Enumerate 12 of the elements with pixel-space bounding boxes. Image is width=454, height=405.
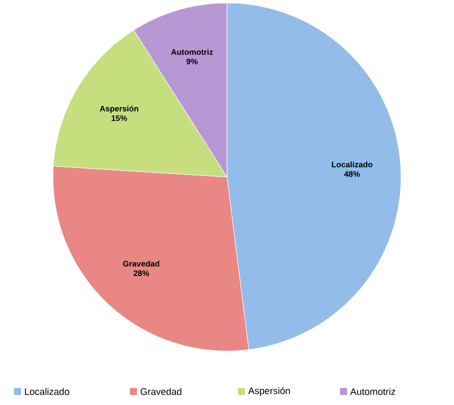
legend-label: Localizado bbox=[24, 388, 70, 395]
legend-label: Gravedad bbox=[140, 388, 182, 395]
data-label: 48% bbox=[344, 171, 360, 177]
slice-label: Gravedad bbox=[123, 260, 160, 267]
slice-label: Automotriz bbox=[171, 48, 213, 55]
legend-label: Automotriz bbox=[350, 388, 396, 395]
data-label: 28% bbox=[134, 270, 150, 276]
data-label: 9% bbox=[186, 58, 198, 64]
slice-label: Localizado bbox=[332, 161, 372, 168]
data-label: 15% bbox=[112, 115, 127, 121]
legend-label: Aspersión bbox=[248, 387, 290, 396]
slice-label: Aspersión bbox=[100, 106, 138, 114]
